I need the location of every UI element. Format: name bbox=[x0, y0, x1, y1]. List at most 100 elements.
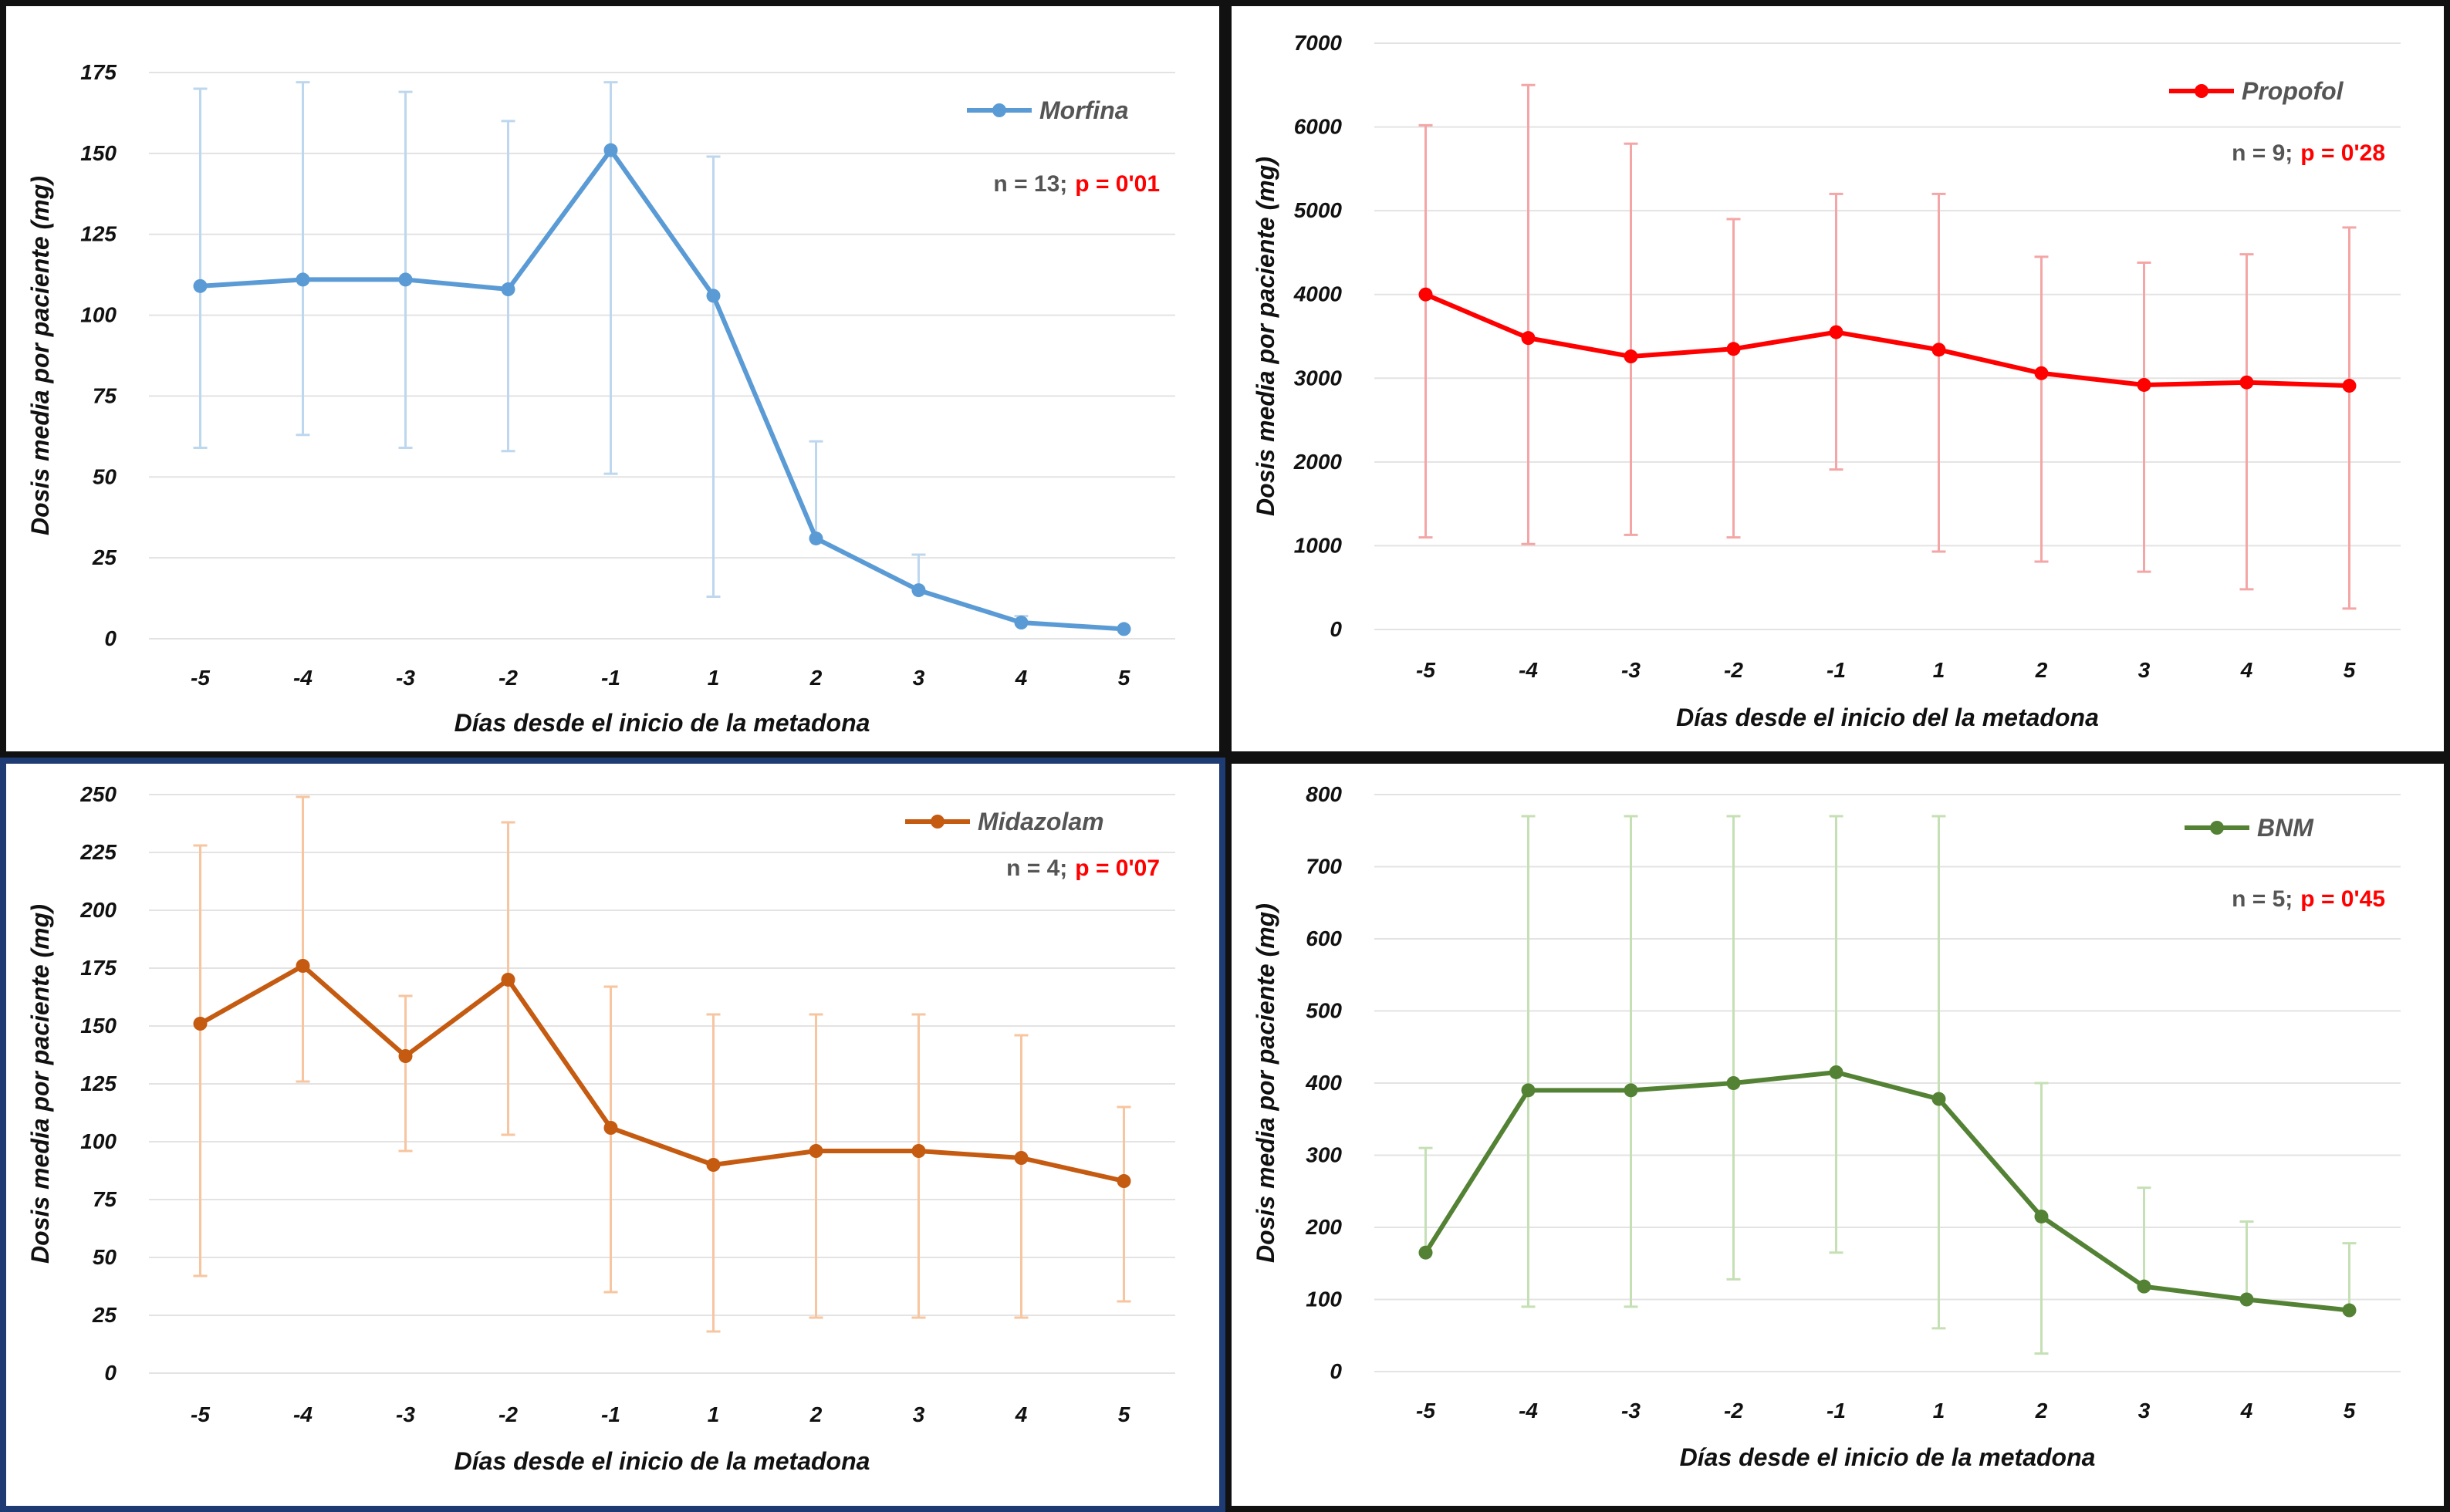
x-tick-label: -3 bbox=[1621, 1399, 1641, 1423]
x-tick-label: 4 bbox=[1015, 1402, 1028, 1426]
error-bar-propofol bbox=[1521, 83, 1536, 545]
x-tick-label: 1 bbox=[708, 1402, 720, 1426]
data-point-bnm bbox=[2034, 1209, 2049, 1223]
y-tick-label: 4000 bbox=[1293, 282, 1343, 306]
y-axis-title: Dosis media por paciente (mg) bbox=[1252, 157, 1279, 516]
data-point-morfina bbox=[1014, 616, 1029, 630]
x-tick-label: 2 bbox=[2035, 1399, 2048, 1423]
x-tick-label: -4 bbox=[293, 666, 313, 690]
legend-marker-morfina bbox=[992, 103, 1006, 117]
legend-marker-midazolam bbox=[931, 815, 945, 829]
data-point-midazolam bbox=[603, 1121, 618, 1135]
stats-annotation: n = 4; p = 0'07 bbox=[1006, 856, 1160, 881]
y-tick-label: 200 bbox=[79, 898, 117, 922]
y-tick-label: 75 bbox=[93, 1187, 117, 1211]
stats-annotation: n = 9; p = 0'28 bbox=[2232, 140, 2385, 166]
sample-size-label: n = 4; bbox=[1006, 856, 1067, 881]
chart-panel-bnm: 0 100 200 300 400 500 600 700 800 -5 -4 -3 -2 -1 1 2 3 4 5… bbox=[1225, 758, 2450, 1512]
y-tick-label: 5000 bbox=[1294, 198, 1343, 222]
x-tick-label: 2 bbox=[809, 666, 823, 690]
x-tick-label: 2 bbox=[809, 1402, 823, 1426]
x-tick-label: -4 bbox=[293, 1402, 313, 1426]
x-tick-label: 5 bbox=[1118, 1402, 1130, 1426]
data-point-propofol bbox=[1418, 287, 1433, 302]
x-tick-label: -1 bbox=[601, 1402, 620, 1426]
y-tick-label: 200 bbox=[1305, 1215, 1342, 1239]
legend-label-bnm: BNM bbox=[2257, 814, 2314, 842]
x-tick-label: -2 bbox=[498, 666, 518, 690]
x-axis-title: Días desde el inicio del la metadona bbox=[1676, 704, 2099, 731]
x-tick-label: -3 bbox=[1621, 658, 1641, 682]
y-tick-label: 0 bbox=[1330, 1359, 1342, 1383]
y-tick-label: 500 bbox=[1306, 999, 1342, 1023]
data-point-morfina bbox=[501, 282, 515, 297]
y-tick-label: 3000 bbox=[1294, 366, 1343, 390]
data-point-morfina bbox=[398, 272, 413, 287]
data-point-morfina bbox=[809, 531, 823, 545]
x-tick-label: 4 bbox=[2240, 1399, 2253, 1423]
y-tick-label: 100 bbox=[80, 303, 117, 327]
x-tick-label: -5 bbox=[1416, 658, 1435, 682]
error-bar-propofol bbox=[2239, 253, 2254, 591]
series-line-morfina bbox=[200, 147, 1124, 632]
y-axis-title: Dosis media por paciente (mg) bbox=[1252, 903, 1279, 1263]
error-bar-bnm bbox=[1829, 815, 1843, 1254]
data-point-bnm bbox=[2342, 1303, 2357, 1318]
chart-panel-morfina: 0 25 50 75 100 125 150 175 -5 -4 -3 -2 -1 1 2 3 4 5 Días d… bbox=[0, 0, 1225, 758]
data-point-propofol bbox=[2342, 379, 2357, 393]
error-bar-bnm bbox=[1418, 1146, 1433, 1254]
x-axis-title: Días desde el inicio de la metadona bbox=[1680, 1443, 2096, 1471]
error-bar-morfina bbox=[193, 87, 208, 450]
y-axis-title: Dosis media por paciente (mg) bbox=[26, 904, 54, 1264]
y-tick-label: 150 bbox=[80, 1014, 117, 1038]
error-bar-propofol bbox=[1624, 142, 1638, 536]
legend-marker-propofol bbox=[2195, 84, 2208, 98]
chart-panel-midazolam: 0 25 50 75 100 125 150 175 200 225 250 -5 -4 -3 -2 -1 1 2… bbox=[0, 758, 1225, 1512]
error-bar-bnm bbox=[1931, 815, 1946, 1330]
data-point-morfina bbox=[911, 583, 926, 598]
x-tick-label: -1 bbox=[1827, 1399, 1846, 1423]
y-tick-label: 0 bbox=[104, 1361, 117, 1385]
y-tick-label: 300 bbox=[1306, 1143, 1342, 1167]
y-tick-label: 175 bbox=[80, 956, 117, 980]
data-point-midazolam bbox=[706, 1158, 721, 1172]
y-tick-label: 800 bbox=[1306, 782, 1342, 806]
error-bar-morfina bbox=[398, 90, 413, 450]
error-bar-propofol bbox=[2137, 261, 2151, 573]
x-tick-label: 1 bbox=[1933, 658, 1945, 682]
error-bar-midazolam bbox=[398, 994, 413, 1153]
legend-label-midazolam: Midazolam bbox=[978, 808, 1104, 835]
y-axis-title: Dosis media por paciente (mg) bbox=[26, 176, 54, 535]
data-point-propofol bbox=[2239, 375, 2254, 390]
error-bar-midazolam bbox=[706, 1013, 721, 1333]
y-tick-label: 175 bbox=[80, 60, 117, 84]
data-point-morfina bbox=[193, 278, 208, 293]
data-point-morfina bbox=[706, 289, 721, 303]
legend-label-propofol: Propofol bbox=[2242, 77, 2344, 105]
error-bar-propofol bbox=[1931, 192, 1946, 553]
data-point-midazolam bbox=[1014, 1151, 1029, 1165]
p-value-label: p = 0'01 bbox=[1075, 171, 1160, 197]
sample-size-label: n = 5; bbox=[2232, 886, 2293, 912]
error-bar-midazolam bbox=[911, 1013, 926, 1319]
error-bar-midazolam bbox=[296, 795, 310, 1083]
y-tick-label: 150 bbox=[80, 141, 117, 165]
data-point-propofol bbox=[1726, 342, 1741, 356]
x-tick-label: 2 bbox=[2035, 658, 2048, 682]
data-point-bnm bbox=[1931, 1092, 1946, 1106]
error-bar-propofol bbox=[2342, 226, 2357, 610]
data-point-bnm bbox=[2137, 1279, 2151, 1294]
data-point-morfina bbox=[1117, 622, 1131, 636]
data-point-bnm bbox=[1829, 1065, 1843, 1079]
error-bar-bnm bbox=[2239, 1220, 2254, 1301]
sample-size-label: n = 13; bbox=[993, 171, 1067, 197]
data-point-midazolam bbox=[911, 1144, 926, 1158]
x-tick-label: -1 bbox=[1827, 658, 1846, 682]
data-point-morfina bbox=[296, 272, 310, 287]
stats-annotation: n = 13; p = 0'01 bbox=[993, 171, 1160, 197]
error-bar-bnm bbox=[1726, 815, 1741, 1281]
x-tick-label: 5 bbox=[2344, 1399, 2356, 1423]
error-bar-bnm bbox=[1521, 815, 1536, 1308]
x-tick-label: 3 bbox=[913, 1402, 925, 1426]
